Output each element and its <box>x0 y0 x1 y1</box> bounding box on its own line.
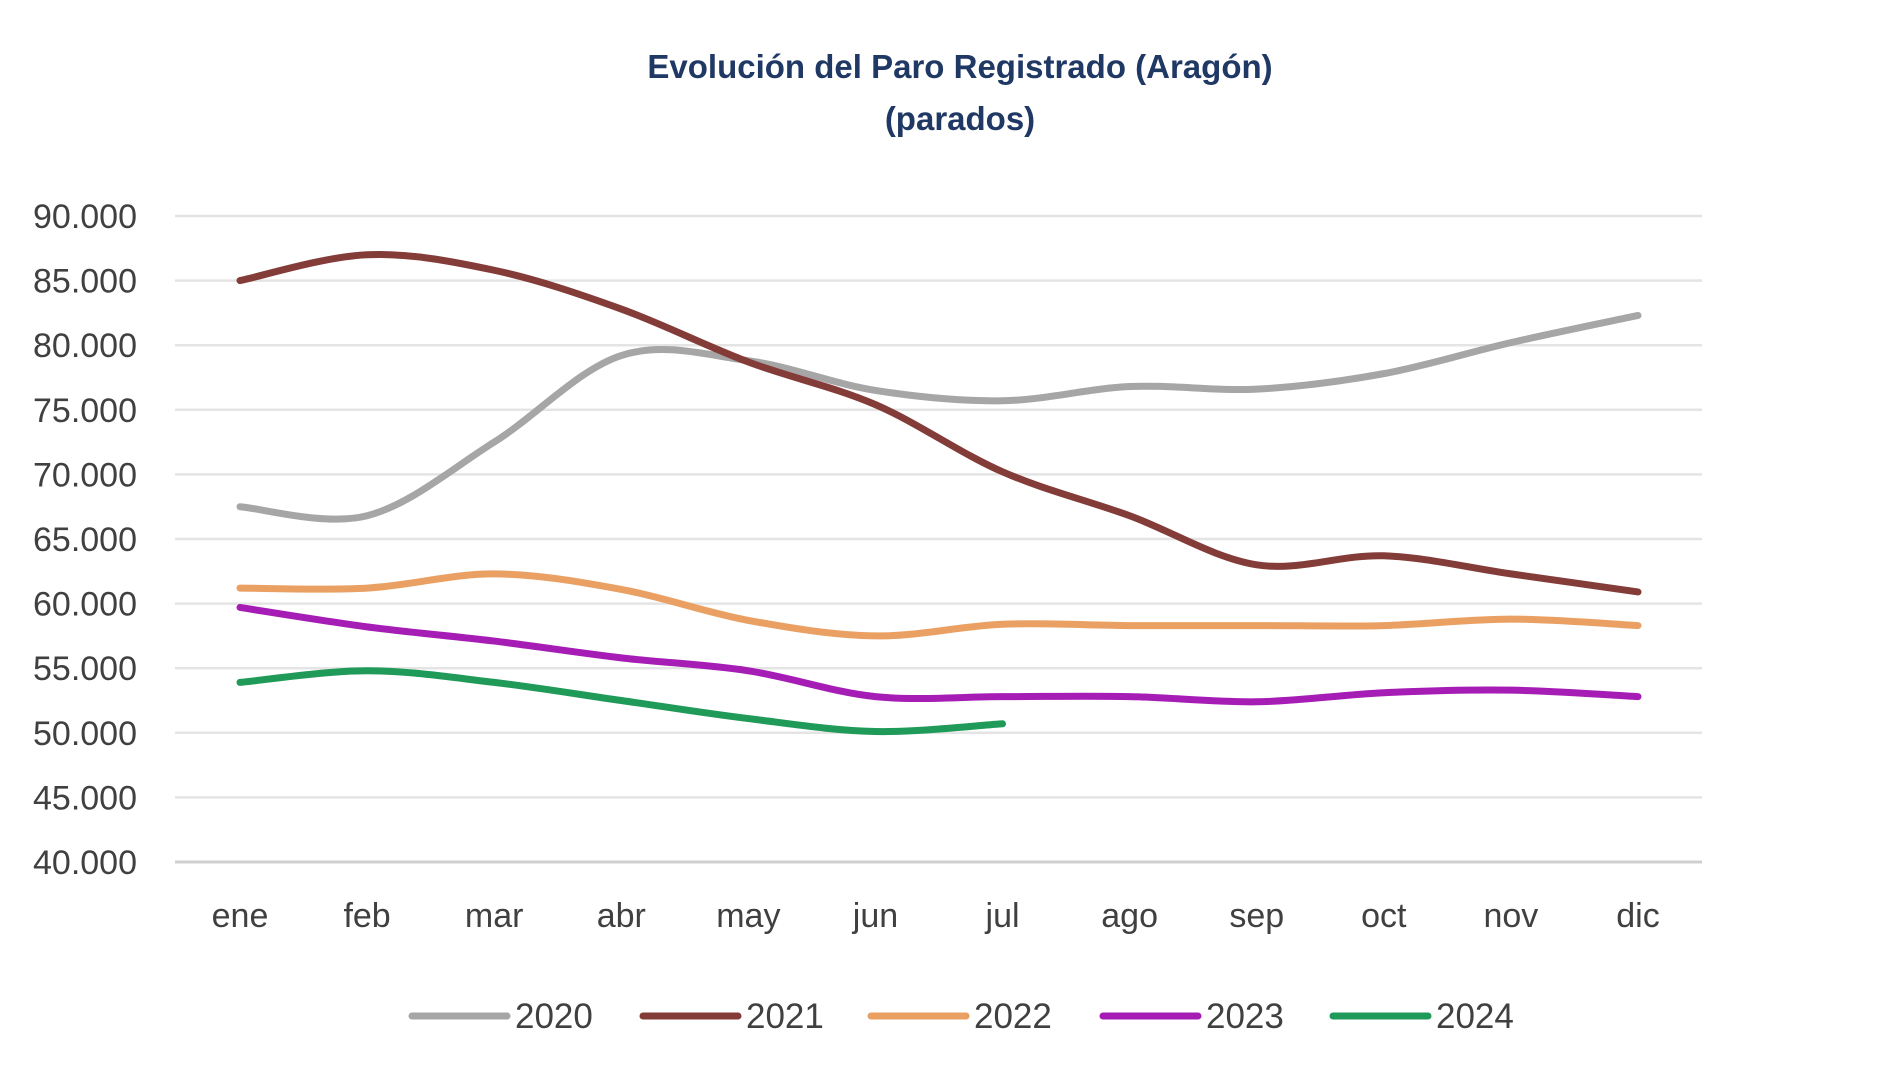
series-line-2020 <box>236 311 1642 523</box>
legend-label-2021: 2021 <box>746 997 824 1036</box>
series-line-2021 <box>236 251 1642 596</box>
x-tick-label: dic <box>1616 897 1659 935</box>
x-axis: ene feb mar abr may jun jul ago sep oct nov dic <box>212 897 1660 935</box>
legend-label-2023: 2023 <box>1206 997 1284 1036</box>
x-tick-label: ene <box>212 897 269 935</box>
x-tick-label: may <box>716 897 780 935</box>
y-tick-label: 85.000 <box>33 263 137 301</box>
x-tick-label: nov <box>1483 897 1538 935</box>
y-tick-label: 70.000 <box>33 456 137 494</box>
y-tick-label: 45.000 <box>33 779 137 817</box>
gridlines <box>175 214 1702 864</box>
y-tick-label: 65.000 <box>33 521 137 559</box>
y-tick-label: 75.000 <box>33 392 137 430</box>
legend-label-2024: 2024 <box>1436 997 1514 1036</box>
series-lines <box>236 251 1642 736</box>
x-tick-label: jun <box>852 897 898 935</box>
y-tick-label: 55.000 <box>33 650 137 688</box>
x-tick-label: jul <box>985 897 1020 935</box>
x-tick-label: oct <box>1361 897 1407 935</box>
y-tick-label: 80.000 <box>33 327 137 365</box>
x-tick-label: ago <box>1101 897 1158 935</box>
chart-subtitle: (parados) <box>885 100 1035 137</box>
legend: 2020 2021 2022 2023 2024 <box>408 997 1514 1036</box>
series-line-2022 <box>236 570 1642 640</box>
series-line-2023 <box>236 603 1642 706</box>
x-tick-label: sep <box>1229 897 1284 935</box>
legend-label-2020: 2020 <box>515 997 593 1036</box>
x-tick-label: mar <box>465 897 524 935</box>
chart-title: Evolución del Paro Registrado (Aragón) <box>647 48 1272 85</box>
series-line-2024 <box>236 667 1007 736</box>
y-tick-label: 50.000 <box>33 715 137 753</box>
y-tick-label: 60.000 <box>33 586 137 624</box>
legend-label-2022: 2022 <box>974 997 1052 1036</box>
x-tick-label: abr <box>597 897 646 935</box>
y-tick-label: 40.000 <box>33 844 137 882</box>
y-axis: 40.000 45.000 50.000 55.000 60.000 65.000 70.0… <box>33 198 137 882</box>
x-tick-label: feb <box>343 897 390 935</box>
y-tick-label: 90.000 <box>33 198 137 236</box>
